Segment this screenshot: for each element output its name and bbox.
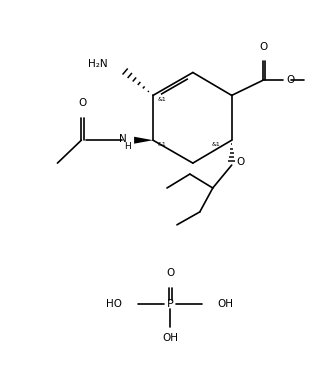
Text: O: O [78,98,86,108]
Text: &1: &1 [158,142,167,147]
Polygon shape [134,137,153,144]
Text: OH: OH [218,300,234,310]
Text: O: O [237,157,245,167]
Text: &1: &1 [158,97,167,103]
Text: N: N [119,134,127,144]
Text: P: P [167,300,173,310]
Text: HO: HO [106,300,122,310]
Text: H₂N: H₂N [88,59,107,69]
Text: H: H [124,142,130,151]
Text: &1: &1 [212,142,220,147]
Text: O: O [286,75,295,85]
Text: O: O [166,267,174,278]
Text: O: O [259,42,268,51]
Text: OH: OH [162,333,178,344]
